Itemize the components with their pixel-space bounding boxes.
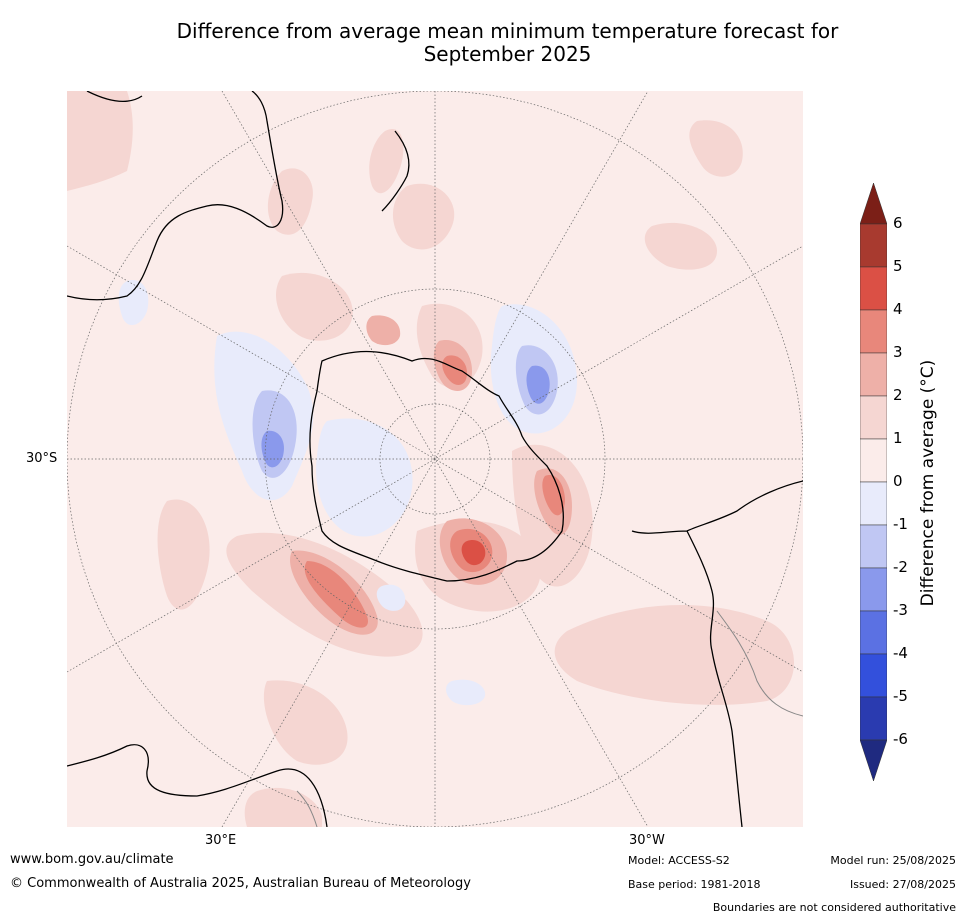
colorbar-title: Difference from average (°C) — [918, 359, 938, 607]
title-line-1: Difference from average mean minimum tem… — [176, 19, 839, 43]
anomaly-patch-warm — [689, 120, 743, 177]
anomaly-patch-warm3 — [304, 561, 368, 628]
title-line-2: September 2025 — [423, 42, 592, 66]
lon-label-30e: 30°E — [205, 833, 237, 848]
lon-label-30w: 30°W — [629, 833, 665, 848]
anomaly-patch-warm — [276, 272, 353, 341]
colorbar-tick-label: 4 — [893, 300, 903, 318]
anomaly-patch-warm — [157, 499, 210, 610]
country-border — [296, 790, 318, 827]
footer-model: Model: ACCESS-S2 — [628, 854, 730, 867]
colorbar-bin — [860, 223, 887, 268]
anomaly-patch-warm — [67, 91, 133, 191]
colorbar-tick-label: -2 — [893, 558, 908, 576]
colorbar-tick-label: 5 — [893, 257, 903, 275]
colorbar-bin — [860, 395, 887, 440]
anomaly-patch-cool3 — [261, 430, 285, 468]
colorbar-tick-label: 0 — [893, 472, 903, 490]
anomaly-patch-warm2 — [366, 315, 401, 346]
colorbar-bin — [860, 610, 887, 655]
colorbar-bin — [860, 567, 887, 612]
colorbar-under-triangle — [860, 739, 887, 781]
anomaly-patch-warm3 — [542, 475, 565, 516]
anomaly-patch-cool3 — [526, 365, 550, 404]
anomaly-patch-cool — [446, 679, 486, 706]
country-border — [716, 610, 803, 717]
anomaly-field — [67, 91, 794, 827]
graticule-circle — [264, 288, 606, 630]
map-svg — [67, 91, 803, 827]
anomaly-patch-cool — [376, 584, 406, 611]
anomaly-patch-warm — [644, 222, 717, 270]
colorbar-tick-label: -5 — [893, 687, 908, 705]
colorbar-bins — [860, 183, 887, 781]
footer-model-run: Model run: 25/08/2025 — [830, 854, 956, 867]
anomaly-patch-warm — [263, 680, 348, 765]
colorbar-bin — [860, 653, 887, 698]
anomaly-patch-warm — [267, 168, 313, 235]
colorbar-bin — [860, 524, 887, 569]
new-guinea-coast — [86, 91, 143, 103]
footer-disclaimer: Boundaries are not considered authoritat… — [712, 901, 956, 914]
colorbar-over-triangle — [860, 183, 887, 225]
colorbar-tick-label: -4 — [893, 644, 908, 662]
colorbar-tick-label: -6 — [893, 730, 908, 748]
antarctica-coast — [309, 350, 564, 582]
colorbar-tick-label: 6 — [893, 214, 903, 232]
colorbar-bin — [860, 309, 887, 354]
graticule — [67, 91, 803, 827]
colorbar-tick-label: 2 — [893, 386, 903, 404]
colorbar — [860, 183, 887, 781]
colorbar-bin — [860, 352, 887, 397]
anomaly-patch-warm4 — [461, 540, 486, 566]
coastlines — [67, 91, 803, 827]
colorbar-tick-label: -3 — [893, 601, 908, 619]
new-zealand-coast — [381, 130, 410, 212]
anomaly-patch-warm — [369, 129, 404, 194]
anomaly-patch-cool — [316, 418, 413, 537]
anomaly-patch-cool — [118, 280, 149, 326]
borders — [296, 610, 803, 827]
colorbar-tick-label: -1 — [893, 515, 908, 533]
anomaly-patch-warm3 — [442, 355, 467, 385]
australia-coast — [67, 91, 284, 301]
colorbar-tick-label: 3 — [893, 343, 903, 361]
colorbar-tick-label: 1 — [893, 429, 903, 447]
lat-label-30s: 30°S — [26, 451, 58, 466]
anomaly-patch-warm — [554, 604, 794, 705]
footer-website: www.bom.gov.au/climate — [10, 852, 174, 867]
south-america-coast — [631, 480, 803, 827]
footer-issued: Issued: 27/08/2025 — [849, 878, 956, 891]
colorbar-bin — [860, 266, 887, 311]
chart-title: Difference from average mean minimum tem… — [0, 20, 965, 66]
colorbar-bin — [860, 481, 887, 526]
africa-coast — [67, 744, 328, 827]
colorbar-bin — [860, 438, 887, 483]
anomaly-patch-warm — [392, 183, 455, 250]
footer-copyright: © Commonwealth of Australia 2025, Austra… — [10, 876, 471, 891]
colorbar-bin — [860, 696, 887, 741]
footer-base-period: Base period: 1981-2018 — [628, 878, 761, 891]
polar-map — [67, 91, 803, 827]
